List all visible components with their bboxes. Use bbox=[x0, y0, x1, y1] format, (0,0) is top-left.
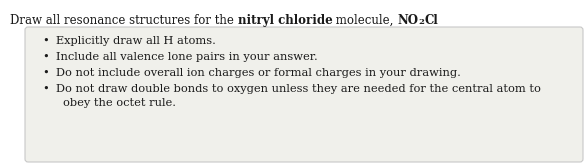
Text: •: • bbox=[42, 36, 49, 46]
Text: obey the octet rule.: obey the octet rule. bbox=[63, 98, 176, 108]
Text: •: • bbox=[42, 68, 49, 78]
Text: •: • bbox=[42, 84, 49, 94]
FancyBboxPatch shape bbox=[25, 27, 583, 162]
Text: Explicitly draw all H atoms.: Explicitly draw all H atoms. bbox=[56, 36, 216, 46]
Text: Do not draw double bonds to oxygen unless they are needed for the central atom t: Do not draw double bonds to oxygen unles… bbox=[56, 84, 541, 94]
Text: Include all valence lone pairs in your answer.: Include all valence lone pairs in your a… bbox=[56, 52, 318, 62]
Text: Cl: Cl bbox=[425, 14, 438, 27]
Text: molecule,: molecule, bbox=[332, 14, 397, 27]
Text: nitryl chloride: nitryl chloride bbox=[238, 14, 332, 27]
Text: NO: NO bbox=[397, 14, 419, 27]
Text: 2: 2 bbox=[419, 17, 425, 25]
Text: •: • bbox=[42, 52, 49, 62]
Text: Do not include overall ion charges or formal charges in your drawing.: Do not include overall ion charges or fo… bbox=[56, 68, 461, 78]
Text: Draw all resonance structures for the: Draw all resonance structures for the bbox=[10, 14, 238, 27]
